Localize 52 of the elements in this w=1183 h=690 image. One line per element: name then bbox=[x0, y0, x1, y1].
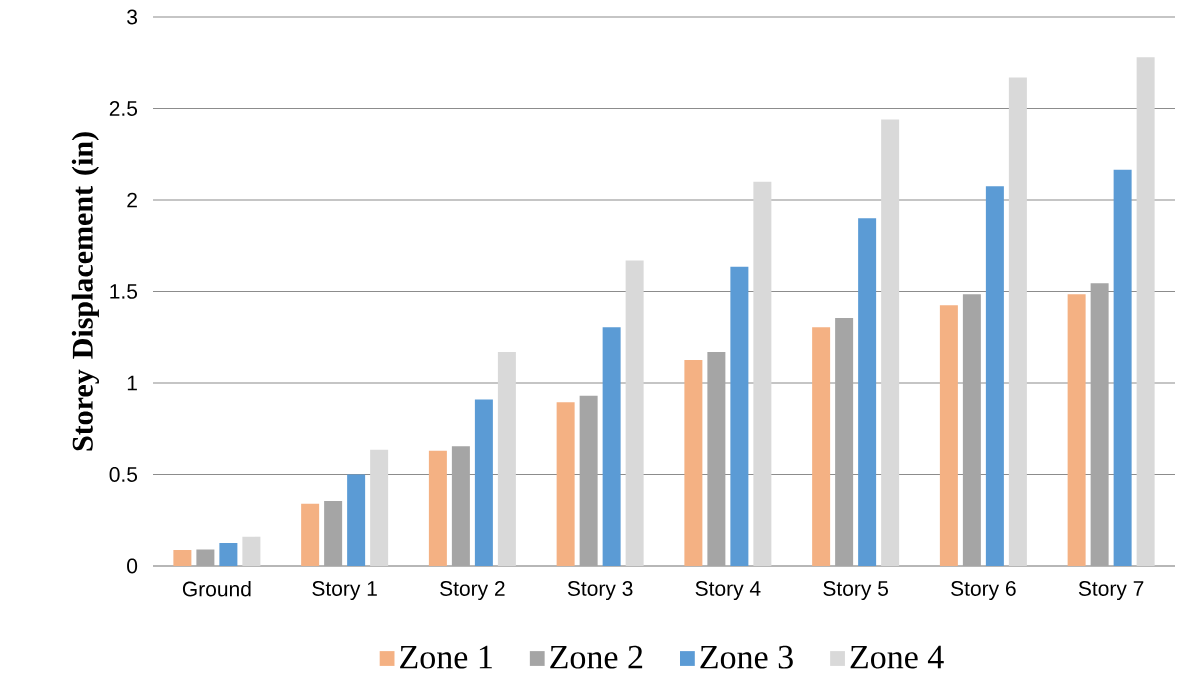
y-tick-label: 0 bbox=[127, 558, 138, 574]
bar bbox=[602, 327, 621, 566]
bar bbox=[428, 450, 447, 566]
legend-label: Zone 3 bbox=[700, 645, 793, 669]
legend-label: Zone 2 bbox=[550, 645, 643, 669]
bar bbox=[324, 501, 343, 566]
bar bbox=[730, 266, 749, 566]
legend-label: Zone 4 bbox=[850, 645, 944, 669]
bar bbox=[1067, 294, 1086, 566]
bar bbox=[1136, 57, 1155, 566]
y-tick-label: 2.5 bbox=[109, 101, 138, 116]
y-axis-title: Storey Displacement (in) bbox=[71, 132, 100, 451]
bar bbox=[707, 351, 726, 566]
bar bbox=[301, 503, 320, 566]
y-tick-label: 2 bbox=[127, 192, 137, 208]
bar bbox=[985, 186, 1004, 566]
x-tick-label: Story 6 bbox=[951, 581, 1016, 601]
y-tick-label: 0.5 bbox=[109, 467, 138, 482]
bar bbox=[835, 318, 854, 566]
bar bbox=[625, 260, 644, 566]
bar bbox=[1008, 77, 1027, 566]
bar bbox=[242, 536, 261, 566]
bar bbox=[474, 399, 493, 566]
x-tick-label: Story 3 bbox=[567, 581, 633, 601]
x-tick-label: Story 2 bbox=[440, 581, 505, 601]
bar bbox=[451, 446, 470, 566]
bar bbox=[858, 218, 877, 566]
bar bbox=[881, 119, 900, 566]
bar bbox=[812, 327, 831, 566]
x-tick-label: Story 1 bbox=[312, 581, 377, 601]
y-tick-label: 1.5 bbox=[110, 284, 138, 299]
bar bbox=[556, 402, 575, 566]
bar bbox=[579, 395, 598, 566]
x-tick-label: Story 5 bbox=[823, 581, 888, 601]
y-tick-label: 1 bbox=[127, 375, 137, 391]
x-tick-label: Story 7 bbox=[1078, 581, 1144, 601]
x-tick-label: Story 4 bbox=[695, 581, 761, 601]
bar bbox=[370, 449, 389, 566]
bar bbox=[753, 181, 772, 566]
y-tick-label: 3 bbox=[127, 9, 138, 25]
bar bbox=[219, 543, 238, 566]
bar bbox=[684, 360, 703, 566]
x-tick-label: Ground bbox=[182, 581, 251, 597]
bar bbox=[497, 351, 516, 566]
bar bbox=[196, 549, 215, 566]
bar bbox=[962, 294, 981, 566]
legend-label: Zone 1 bbox=[400, 645, 492, 669]
bar bbox=[347, 474, 366, 566]
bar bbox=[173, 550, 192, 566]
bar bbox=[939, 305, 958, 566]
bar bbox=[1090, 283, 1109, 566]
bar bbox=[1113, 169, 1132, 566]
